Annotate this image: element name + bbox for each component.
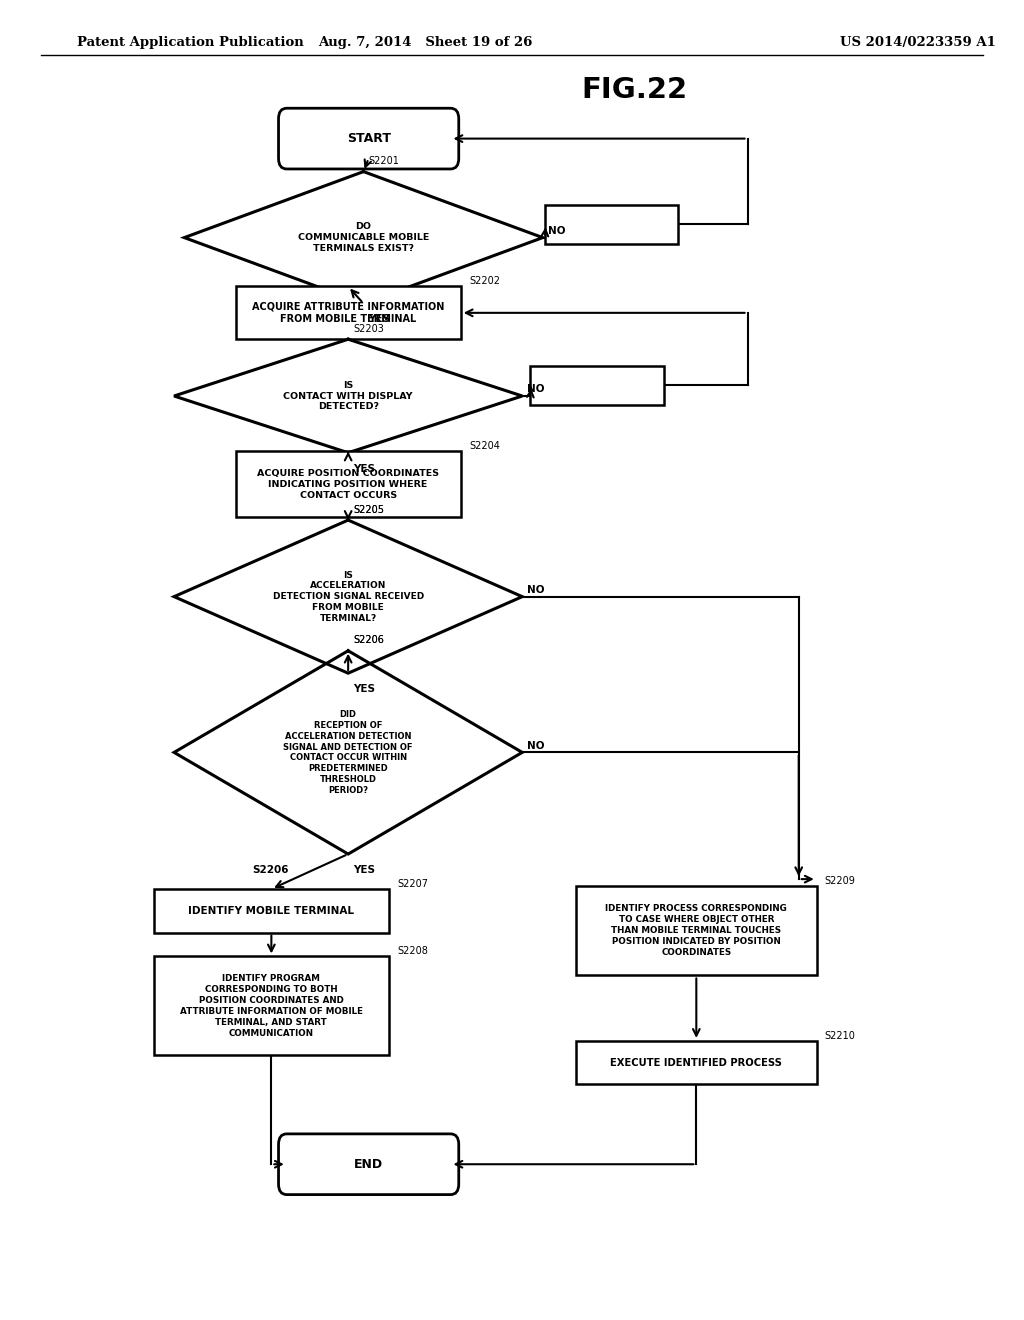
Text: FIG.22: FIG.22 <box>582 75 688 104</box>
Text: S2207: S2207 <box>397 879 428 890</box>
Text: S2209: S2209 <box>825 875 856 886</box>
Text: Aug. 7, 2014   Sheet 19 of 26: Aug. 7, 2014 Sheet 19 of 26 <box>317 36 532 49</box>
Bar <box>545 205 678 244</box>
Bar <box>530 366 664 405</box>
Text: S2204: S2204 <box>469 441 500 451</box>
Polygon shape <box>184 172 543 304</box>
Text: DID
RECEPTION OF
ACCELERATION DETECTION
SIGNAL AND DETECTION OF
CONTACT OCCUR WI: DID RECEPTION OF ACCELERATION DETECTION … <box>284 710 413 795</box>
Text: S2206: S2206 <box>252 865 289 875</box>
Text: S2210: S2210 <box>825 1031 856 1040</box>
Bar <box>575 886 817 975</box>
Text: IDENTIFY MOBILE TERMINAL: IDENTIFY MOBILE TERMINAL <box>188 906 354 916</box>
Text: YES: YES <box>353 865 375 875</box>
Text: S2206: S2206 <box>353 635 384 645</box>
Bar <box>575 1040 817 1085</box>
Text: YES: YES <box>353 463 375 474</box>
Text: START: START <box>347 132 390 145</box>
Text: US 2014/0223359 A1: US 2014/0223359 A1 <box>840 36 995 49</box>
Bar <box>236 286 461 339</box>
Text: S2201: S2201 <box>369 156 399 166</box>
Bar <box>154 956 389 1056</box>
Text: NO: NO <box>527 585 545 595</box>
Text: ACQUIRE POSITION COORDINATES
INDICATING POSITION WHERE
CONTACT OCCURS: ACQUIRE POSITION COORDINATES INDICATING … <box>257 469 439 500</box>
Bar <box>154 890 389 932</box>
Text: S2202: S2202 <box>469 276 500 286</box>
Text: S2205: S2205 <box>353 504 384 515</box>
Text: IDENTIFY PROGRAM
CORRESPONDING TO BOTH
POSITION COORDINATES AND
ATTRIBUTE INFORM: IDENTIFY PROGRAM CORRESPONDING TO BOTH P… <box>180 974 362 1038</box>
Text: EXECUTE IDENTIFIED PROCESS: EXECUTE IDENTIFIED PROCESS <box>610 1057 782 1068</box>
Text: S2208: S2208 <box>397 946 428 956</box>
FancyBboxPatch shape <box>279 108 459 169</box>
Text: DO
COMMUNICABLE MOBILE
TERMINALS EXIST?: DO COMMUNICABLE MOBILE TERMINALS EXIST? <box>298 222 429 253</box>
Text: IDENTIFY PROCESS CORRESPONDING
TO CASE WHERE OBJECT OTHER
THAN MOBILE TERMINAL T: IDENTIFY PROCESS CORRESPONDING TO CASE W… <box>605 904 787 957</box>
Text: IS
CONTACT WITH DISPLAY
DETECTED?: IS CONTACT WITH DISPLAY DETECTED? <box>284 380 413 412</box>
Text: YES: YES <box>369 314 390 325</box>
Text: END: END <box>354 1158 383 1171</box>
Text: S2205: S2205 <box>353 504 384 515</box>
Text: ACQUIRE ATTRIBUTE INFORMATION
FROM MOBILE TERMINAL: ACQUIRE ATTRIBUTE INFORMATION FROM MOBIL… <box>252 302 444 323</box>
FancyBboxPatch shape <box>279 1134 459 1195</box>
Text: Patent Application Publication: Patent Application Publication <box>77 36 303 49</box>
Bar <box>236 451 461 517</box>
Text: S2203: S2203 <box>353 323 384 334</box>
Text: NO: NO <box>527 384 545 395</box>
Text: YES: YES <box>353 684 375 694</box>
Polygon shape <box>174 339 522 453</box>
Text: S2206: S2206 <box>353 635 384 645</box>
Polygon shape <box>174 520 522 673</box>
Text: NO: NO <box>548 226 565 236</box>
Text: NO: NO <box>527 741 545 751</box>
Polygon shape <box>174 651 522 854</box>
Text: IS
ACCELERATION
DETECTION SIGNAL RECEIVED
FROM MOBILE
TERMINAL?: IS ACCELERATION DETECTION SIGNAL RECEIVE… <box>272 570 424 623</box>
